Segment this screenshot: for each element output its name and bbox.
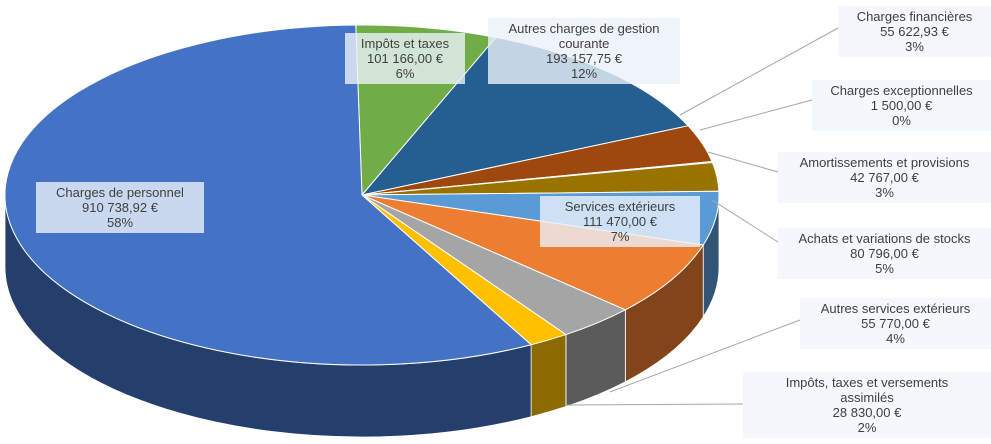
label-percent: 5% [875,261,894,276]
label-value: 193 157,75 € [546,51,622,66]
leader-line [711,199,779,243]
label-value: 80 796,00 € [850,246,919,261]
label-percent: 58% [106,215,134,230]
data-label: Amortissements et provisions 42 767,00 €3… [778,152,991,203]
label-percent: 6% [395,66,415,81]
label-name: Autres charges de gestion courante [508,21,660,51]
data-label: Charges de personnel 910 738,92 €58% [36,182,204,233]
label-name: Impôts, taxes et versements assimilés [785,375,949,405]
label-value: 910 738,92 € [82,200,158,215]
label-percent: 0% [892,113,911,128]
data-label: Services extérieurs 111 470,00 €7% [540,196,700,247]
label-percent: 7% [610,229,630,244]
label-name: Impôts et taxes [360,36,450,51]
label-value: 28 830,00 € [832,405,902,420]
label-name: Charges financières [856,9,973,24]
data-label: Charges exceptionnelles 1 500,00 €0% [812,80,991,131]
label-value: 111 470,00 € [583,214,657,229]
data-label: Autres services extérieurs 55 770,00 €4% [800,298,991,349]
pie-slice [361,194,705,311]
leader-line [564,403,744,406]
label-value: 42 767,00 € [850,170,919,185]
label-name: Achats et variations de stocks [798,231,971,246]
label-name: Charges exceptionnelles [830,83,973,98]
label-value: 55 770,00 € [861,316,930,331]
label-name: Autres services extérieurs [820,301,971,316]
leader-line [699,99,813,131]
data-label: Impôts, taxes et versements assimilés 28 … [743,372,991,438]
pie-slice [4,24,533,366]
label-name: Charges de personnel [56,185,184,200]
label-name: Amortissements et provisions [799,155,970,170]
label-value: 55 622,93 € [880,24,949,39]
data-label: Impôts et taxes 101 166,00 €6% [345,33,465,84]
pie-side [530,333,567,418]
label-percent: 3% [905,39,924,54]
label-percent: 4% [886,331,905,346]
label-percent: 2% [857,420,877,435]
label-value: 101 166,00 € [367,51,443,66]
data-label: Achats et variations de stocks 80 796,00 … [778,228,991,279]
leader-line [679,27,839,116]
label-name: Services extérieurs [564,199,676,214]
data-label: Charges financières 55 622,93 €3% [838,6,991,57]
leader-line [707,151,779,173]
leader-line [609,319,801,393]
label-percent: 12% [570,66,598,81]
label-value: 1 500,00 € [870,98,933,113]
pie-sides [4,194,720,438]
data-label: Autres charges de gestion courante 193 15… [488,18,680,84]
label-percent: 3% [875,185,894,200]
leader-lines [564,27,839,406]
